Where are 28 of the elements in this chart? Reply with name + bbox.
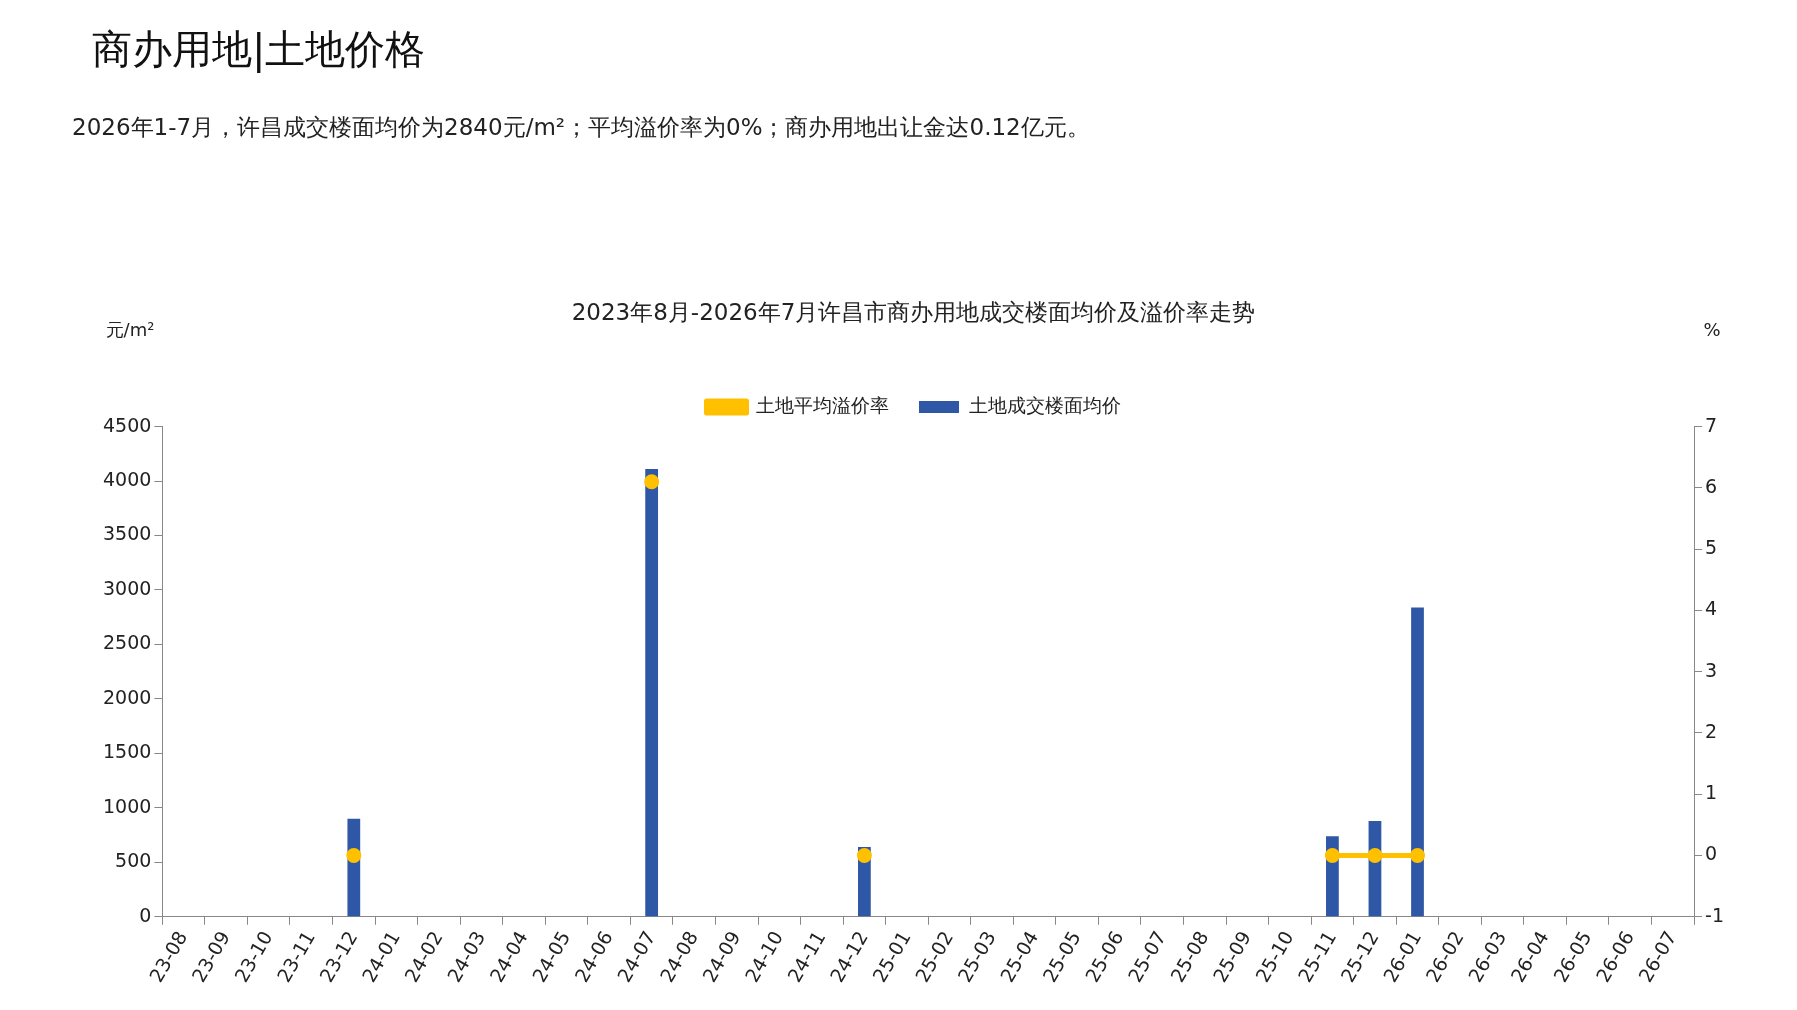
y-tick-label: 1500	[102, 740, 152, 763]
bar	[1411, 607, 1424, 917]
y2-tick-label: 7	[1705, 413, 1718, 436]
legend-label: 土地成交楼面均价	[968, 394, 1121, 417]
y-tick-label: 1000	[102, 794, 152, 817]
y-tick-label: 3000	[102, 576, 152, 599]
y2-tick-label: 4	[1705, 597, 1718, 620]
y2-tick-label: 6	[1705, 474, 1718, 497]
y-tick-label: 4500	[102, 413, 152, 436]
y-tick-label: 0	[139, 903, 152, 926]
legend-label: 土地平均溢价率	[756, 394, 889, 417]
y2-tick-label: 5	[1705, 536, 1718, 559]
y2-axis-title: %	[1703, 318, 1721, 340]
y-tick-label: 2500	[102, 631, 152, 654]
y-tick-label: 3500	[102, 522, 152, 545]
y2-tick-label: 2	[1705, 719, 1718, 742]
chart-title: 2023年8月-2026年7月许昌市商办用地成交楼面均价及溢价率走势	[571, 298, 1256, 325]
y2-tick-label: 1	[1705, 781, 1718, 804]
y2-tick-label: -1	[1705, 903, 1725, 926]
bar	[645, 469, 659, 917]
y2-tick-label: 3	[1705, 658, 1718, 681]
y2-tick-label: 0	[1705, 842, 1718, 865]
text: 商办用地|土地价格	[92, 25, 426, 75]
y-tick-label: 500	[115, 849, 152, 872]
y-axis-title: 元/m²	[105, 318, 155, 340]
y-tick-label: 2000	[102, 685, 152, 708]
y-tick-label: 4000	[102, 468, 152, 490]
text: 2026年1-7月，许昌成交楼面均价为2840元/m²；平均溢价率为0%；商办用地出让金达0.12亿元。	[72, 113, 1090, 142]
